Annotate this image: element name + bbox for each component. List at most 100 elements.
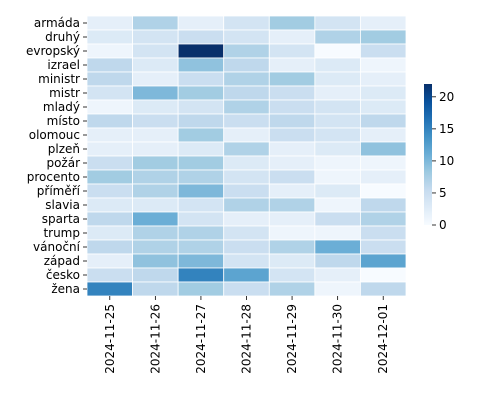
heatmap-cell (132, 169, 179, 185)
heatmap-cell (314, 127, 361, 143)
heatmap-cell (268, 281, 316, 297)
heatmap-cell (177, 127, 225, 143)
heatmap-cell (268, 211, 316, 227)
heatmap-cell (177, 239, 225, 255)
heatmap-cell (223, 225, 270, 241)
heatmap-cell (223, 57, 270, 73)
y-tick-label: olomouc (29, 128, 80, 142)
heatmap-cell (177, 169, 225, 185)
heatmap-cell (177, 197, 225, 213)
heatmap-cell (177, 99, 225, 115)
heatmap-cell (360, 197, 407, 213)
heatmap-cell (132, 239, 179, 255)
heatmap-cell (268, 169, 316, 185)
heatmap-cell (132, 211, 179, 227)
heatmap-cell (177, 183, 225, 199)
heatmap-cell (132, 29, 179, 45)
heatmap-cell (360, 267, 407, 283)
colorbar-tick-label: 10 (439, 154, 454, 168)
x-tick-label: 2024-11-25 (103, 304, 117, 374)
heatmap-cell (268, 267, 316, 283)
heatmap-cell (268, 155, 316, 171)
heatmap-cell (177, 71, 225, 87)
heatmap-cell (86, 99, 133, 115)
y-tick-label: příměří (37, 184, 81, 198)
heatmap-cell (360, 99, 407, 115)
heatmap-cell (132, 85, 179, 101)
heatmap-cell (360, 183, 407, 199)
heatmap-cell (314, 253, 361, 269)
heatmap-cell (314, 29, 361, 45)
heatmap-cell (223, 211, 270, 227)
y-tick-label: ministr (38, 72, 80, 86)
x-tick-label: 2024-12-01 (376, 304, 390, 374)
y-tick-label: česko (46, 268, 80, 282)
heatmap-cell (360, 85, 407, 101)
heatmap-cell (86, 183, 133, 199)
heatmap-cell (360, 239, 407, 255)
heatmap-cell (223, 183, 270, 199)
x-tick-label: 2024-11-27 (194, 304, 208, 374)
heatmap-cell (132, 43, 179, 59)
heatmap-cell (268, 197, 316, 213)
heatmap-cell (177, 15, 225, 31)
y-tick-label: procento (27, 170, 80, 184)
heatmap-cell (360, 211, 407, 227)
heatmap-cell (268, 253, 316, 269)
heatmap-cell (132, 197, 179, 213)
x-axis-labels: 2024-11-25 2024-11-26 2024-11-27 2024-11-28… (103, 296, 390, 374)
heatmap-cell (86, 239, 133, 255)
heatmap-cell (132, 71, 179, 87)
heatmap-cell (177, 211, 225, 227)
y-tick-label: sparta (42, 212, 80, 226)
heatmap-cell (360, 141, 407, 157)
heatmap-cell (360, 57, 407, 73)
heatmap-cell (223, 127, 270, 143)
heatmap-cell (223, 281, 270, 297)
heatmap-cell (223, 155, 270, 171)
y-tick-label: evropský (26, 44, 80, 58)
heatmap-cell (314, 211, 361, 227)
heatmap-cell (86, 211, 133, 227)
heatmap-cell (132, 141, 179, 157)
heatmap-cell (86, 197, 133, 213)
heatmap-cell (360, 71, 407, 87)
heatmap-cell (177, 155, 225, 171)
heatmap-cell (223, 253, 270, 269)
colorbar-tick-label: 0 (439, 218, 447, 232)
heatmap-cell (360, 29, 407, 45)
colorbar-gradient (424, 84, 432, 225)
heatmap-cell (360, 281, 407, 297)
heatmap-cell (132, 15, 179, 31)
x-tick-label: 2024-11-26 (148, 304, 162, 374)
y-tick-label: vánoční (33, 240, 81, 254)
x-tick-label: 2024-11-28 (240, 304, 254, 374)
y-tick-label: druhý (45, 30, 80, 44)
y-tick-label: trump (43, 226, 80, 240)
heatmap-cell (86, 253, 133, 269)
y-tick-label: západ (44, 254, 80, 268)
heatmap-cells (86, 15, 407, 297)
heatmap-cell (177, 267, 225, 283)
heatmap-cell (177, 225, 225, 241)
heatmap-cell (86, 127, 133, 143)
heatmap-cell (314, 141, 361, 157)
heatmap-cell (314, 239, 361, 255)
heatmap-cell (360, 113, 407, 129)
heatmap-cell (177, 43, 225, 59)
heatmap-cell (86, 29, 133, 45)
heatmap-cell (86, 85, 133, 101)
y-tick-label: požár (46, 156, 80, 170)
heatmap-cell (132, 183, 179, 199)
y-tick-label: mladý (43, 100, 80, 114)
heatmap-cell (223, 141, 270, 157)
heatmap-cell (314, 15, 361, 31)
heatmap-cell (132, 57, 179, 73)
heatmap-cell (268, 15, 316, 31)
heatmap-cell (268, 239, 316, 255)
y-tick-label: izrael (47, 58, 80, 72)
heatmap-cell (177, 85, 225, 101)
y-tick-label: armáda (34, 16, 80, 30)
heatmap-cell (268, 71, 316, 87)
heatmap-cell (360, 169, 407, 185)
